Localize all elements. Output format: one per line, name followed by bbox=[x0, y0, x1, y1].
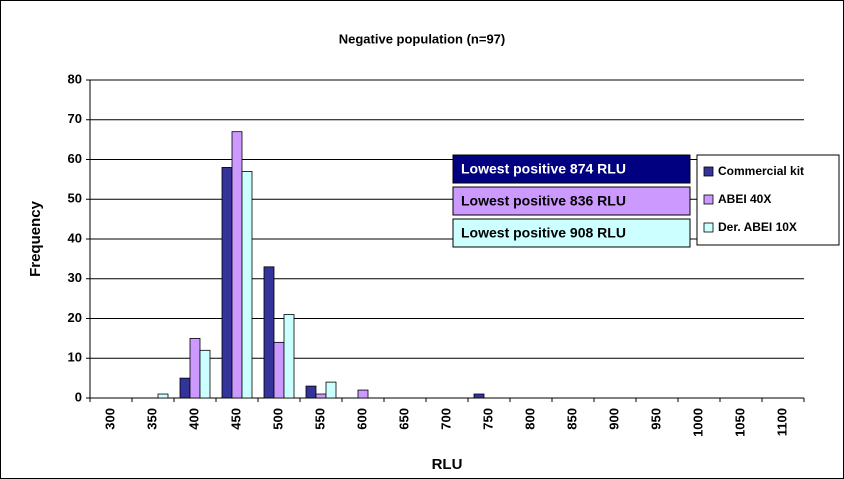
bar bbox=[357, 389, 369, 399]
bar bbox=[231, 131, 243, 399]
y-tick-label: 80 bbox=[68, 71, 82, 86]
annotation-box bbox=[452, 218, 691, 248]
y-tick-label: 20 bbox=[68, 310, 82, 325]
bar bbox=[241, 171, 253, 399]
legend-label: ABEI 40X bbox=[718, 192, 771, 206]
legend-swatch bbox=[703, 166, 714, 177]
bar bbox=[315, 393, 327, 399]
x-tick-label: 650 bbox=[396, 408, 411, 430]
bar bbox=[179, 377, 191, 399]
annotation: Lowest positive 836 RLU bbox=[461, 193, 626, 209]
y-tick-label: 10 bbox=[68, 350, 82, 365]
bar bbox=[263, 266, 275, 399]
x-tick-label: 600 bbox=[354, 408, 369, 430]
legend-swatch bbox=[703, 222, 714, 233]
bar bbox=[199, 349, 211, 399]
x-tick-label: 500 bbox=[270, 408, 285, 430]
x-tick-label: 750 bbox=[480, 408, 495, 430]
bar bbox=[273, 341, 285, 399]
y-tick-label: 0 bbox=[75, 389, 82, 404]
y-tick-label: 50 bbox=[68, 191, 82, 206]
y-tick-label: 70 bbox=[68, 111, 82, 126]
x-tick-label: 1100 bbox=[774, 408, 789, 436]
y-tick-label: 40 bbox=[68, 230, 82, 245]
bar bbox=[221, 167, 233, 399]
x-tick-label: 700 bbox=[438, 408, 453, 430]
x-axis-label: RLU bbox=[432, 456, 463, 473]
x-tick-label: 850 bbox=[564, 408, 579, 430]
annotation: Lowest positive 874 RLU bbox=[461, 161, 626, 177]
x-tick-label: 400 bbox=[186, 408, 201, 430]
x-tick-label: 950 bbox=[648, 408, 663, 430]
x-tick-label: 800 bbox=[522, 408, 537, 430]
annotation-box bbox=[452, 154, 691, 184]
bar bbox=[325, 381, 337, 399]
y-tick-label: 60 bbox=[68, 151, 82, 166]
x-tick-label: 1050 bbox=[732, 408, 747, 437]
x-tick-label: 900 bbox=[606, 408, 621, 430]
x-tick-label: 1000 bbox=[690, 408, 705, 437]
x-tick-label: 450 bbox=[228, 408, 243, 430]
legend-swatch bbox=[703, 194, 714, 205]
chart-title: Negative population (n=97) bbox=[339, 31, 506, 46]
annotation-box bbox=[452, 186, 691, 216]
bar bbox=[283, 314, 295, 399]
bar bbox=[189, 337, 201, 399]
y-tick-label: 30 bbox=[68, 270, 82, 285]
bar bbox=[473, 393, 485, 399]
y-axis-label: Frequency bbox=[27, 200, 44, 277]
legend-label: Der. ABEI 10X bbox=[718, 220, 797, 234]
x-tick-label: 300 bbox=[102, 408, 117, 430]
bar bbox=[157, 393, 169, 399]
bar bbox=[305, 385, 317, 399]
legend-label: Commercial kit bbox=[718, 164, 804, 178]
annotation: Lowest positive 908 RLU bbox=[461, 225, 626, 241]
x-tick-label: 350 bbox=[144, 408, 159, 430]
x-tick-label: 550 bbox=[312, 408, 327, 430]
legend-box bbox=[696, 154, 840, 246]
